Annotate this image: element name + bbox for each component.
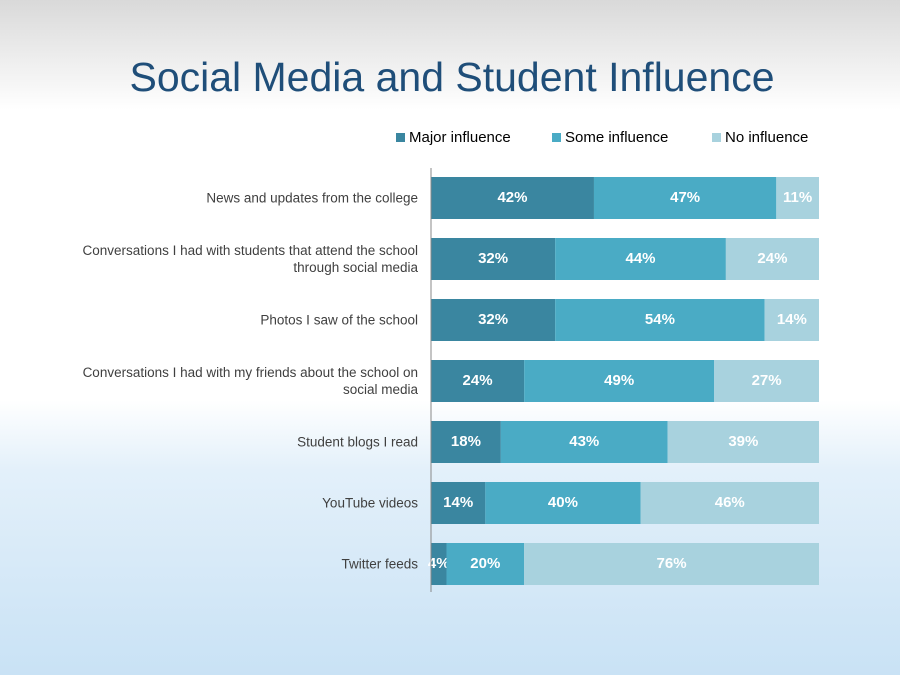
category-label: Student blogs I read xyxy=(297,434,418,450)
value-label: 32% xyxy=(478,250,508,267)
bar-segment xyxy=(431,543,447,585)
value-label: 42% xyxy=(497,189,527,206)
value-label: 44% xyxy=(626,250,656,267)
bar-segment xyxy=(431,299,556,341)
bar-segment xyxy=(640,482,819,524)
bar-segment xyxy=(524,543,819,585)
value-label: 11% xyxy=(783,189,812,206)
bar-segment xyxy=(431,177,594,219)
value-label: 14% xyxy=(443,494,473,511)
bar-segment xyxy=(431,482,486,524)
bar-segment xyxy=(524,360,715,402)
bar-segment xyxy=(725,238,819,280)
legend-label: No influence xyxy=(725,129,808,146)
value-label: 20% xyxy=(470,555,500,572)
value-label: 54% xyxy=(645,311,675,328)
value-label: 14% xyxy=(777,311,807,328)
bar-segment xyxy=(431,421,501,463)
bar-segment xyxy=(446,543,525,585)
value-label: 24% xyxy=(757,250,787,267)
category-label: Twitter feeds xyxy=(341,556,418,572)
category-label: YouTube videos xyxy=(322,495,418,511)
value-label: 47% xyxy=(670,189,700,206)
value-label: 4% xyxy=(428,555,450,572)
value-label: 32% xyxy=(478,311,508,328)
category-label: Conversations I had with my friends abou… xyxy=(82,365,418,397)
bar-segment xyxy=(764,299,819,341)
category-label: Photos I saw of the school xyxy=(260,312,418,328)
bar-segment xyxy=(555,238,726,280)
value-label: 27% xyxy=(752,372,782,389)
value-label: 18% xyxy=(451,433,481,450)
bar-segment xyxy=(776,177,819,219)
value-label: 46% xyxy=(715,494,745,511)
bar-segment xyxy=(593,177,777,219)
bar-segment xyxy=(485,482,641,524)
bar-segment xyxy=(431,360,525,402)
value-label: 76% xyxy=(657,555,687,572)
bar-segment xyxy=(667,421,819,463)
value-label: 43% xyxy=(569,433,599,450)
chart-title: Social Media and Student Influence xyxy=(129,54,774,100)
legend-label: Some influence xyxy=(565,129,668,146)
category-label: Conversations I had with students that a… xyxy=(82,243,418,275)
category-label: News and updates from the college xyxy=(206,190,418,206)
bar-segment xyxy=(500,421,668,463)
bar-segment xyxy=(431,238,556,280)
value-label: 24% xyxy=(463,372,493,389)
value-label: 40% xyxy=(548,494,578,511)
bar-segment xyxy=(714,360,819,402)
legend-swatch xyxy=(552,133,561,142)
value-label: 49% xyxy=(604,372,634,389)
legend-swatch xyxy=(712,133,721,142)
value-label: 39% xyxy=(728,433,758,450)
legend-label: Major influence xyxy=(409,129,511,146)
legend-swatch xyxy=(396,133,405,142)
bar-segment xyxy=(555,299,765,341)
